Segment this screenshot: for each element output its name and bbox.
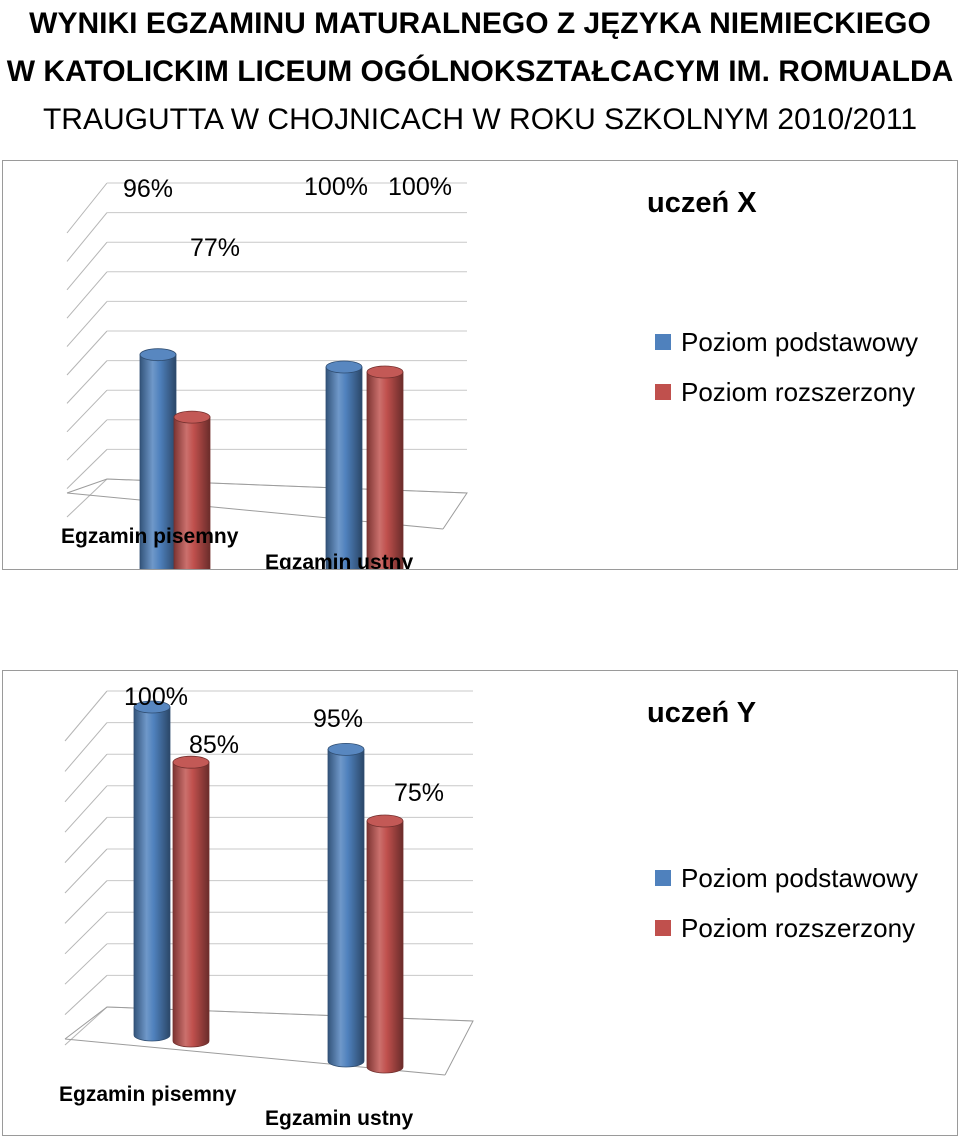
bar-extended-written [173, 410, 211, 569]
page-title-line-1: WYNIKI EGZAMINU MATURALNEGO Z JĘZYKA NIE… [29, 7, 931, 40]
bar-extended-oral [366, 814, 404, 1074]
data-label-extended-oral: 75% [394, 779, 444, 807]
data-label-basic-oral: 100% [304, 173, 368, 201]
page-title-line-2: W KATOLICKIM LICEUM OGÓLNOKSZTAŁCACYM IM… [6, 55, 954, 88]
gridline-side [66, 449, 108, 489]
chart-gridlines [66, 182, 468, 530]
chart-gridlines [64, 690, 474, 1076]
chart-floor [66, 478, 468, 530]
bar-top [366, 365, 404, 379]
category-label-oral: Egzamin ustny [265, 1107, 414, 1130]
data-label-extended-written: 85% [189, 731, 239, 759]
page-title-line-3: TRAUGUTTA W CHOJNICACH W ROKU SZKOLNYM 2… [42, 103, 918, 136]
bar-body [172, 761, 210, 1048]
legend-swatch-basic [655, 870, 671, 886]
bar-basic-written [133, 700, 171, 1042]
chart-legend: Poziom podstawowy Poziom rozszerzony [655, 317, 918, 417]
legend-label-extended: Poziom rozszerzony [681, 912, 916, 943]
bar-body [327, 749, 365, 1068]
chart-student-x: 96% 77% 100% 100% uczeń X Poziom podstawowy… [2, 160, 958, 570]
gridline-side [66, 419, 108, 461]
gridline-side [66, 360, 108, 404]
legend-swatch-extended [655, 384, 671, 400]
gridline-side [64, 911, 108, 955]
gridline-side [66, 241, 108, 291]
bar-body [325, 366, 363, 569]
gridline-side [64, 880, 108, 924]
legend-item-basic: Poziom podstawowy [655, 853, 918, 903]
legend-label-basic: Poziom podstawowy [681, 326, 918, 357]
gridline-side [66, 212, 108, 262]
bar-body [366, 820, 404, 1074]
bar-basic-oral [327, 743, 365, 1068]
data-label-basic-written: 96% [123, 175, 173, 203]
gridline-side [64, 690, 108, 742]
bar-top [173, 410, 211, 424]
gridline-side [64, 722, 108, 772]
gridline-side [64, 1006, 108, 1046]
gridline-side [66, 330, 108, 376]
gridline-side [66, 478, 108, 518]
gridline-side [64, 753, 108, 803]
bar-basic-written [139, 348, 177, 569]
gridline-side [64, 848, 108, 894]
bar-top [172, 755, 210, 769]
legend-item-basic: Poziom podstawowy [655, 317, 918, 367]
legend-swatch-basic [655, 334, 671, 350]
bar-top [366, 814, 404, 828]
bar-extended-oral [366, 365, 404, 569]
legend-swatch-extended [655, 920, 671, 936]
category-label-oral: Egzamin ustny [265, 551, 414, 570]
gridline-side [66, 271, 108, 319]
category-label-written: Egzamin pisemny [61, 525, 239, 548]
bar-body [173, 416, 211, 569]
data-label-extended-oral: 100% [388, 173, 452, 201]
bar-body [139, 354, 177, 569]
bar-body [366, 371, 404, 569]
bar-basic-oral [325, 360, 363, 569]
chart-legend: Poziom podstawowy Poziom rozszerzony [655, 853, 918, 953]
chart-student-y-plot: 100%85% 95% 75% [64, 683, 474, 1076]
chart-title: uczeń X [647, 187, 757, 219]
data-label-basic-written: 100% [124, 683, 188, 711]
chart-student-x-plot: 96% 77% 100% 100% [66, 173, 468, 569]
gridline-side [66, 301, 108, 347]
legend-item-extended: Poziom rozszerzony [655, 367, 918, 417]
bar-extended-written [172, 755, 210, 1048]
bar-body [133, 706, 171, 1042]
page-title: WYNIKI EGZAMINU MATURALNEGO Z JĘZYKA NIE… [0, 0, 960, 144]
chart-floor [64, 1006, 474, 1076]
bar-top [325, 360, 363, 374]
gridline-side [64, 785, 108, 833]
legend-label-basic: Poziom podstawowy [681, 862, 918, 893]
category-label-written: Egzamin pisemny [59, 1083, 237, 1106]
gridline-side [66, 389, 108, 433]
gridline-side [64, 817, 108, 863]
bar-top [139, 348, 177, 362]
legend-item-extended: Poziom rozszerzony [655, 903, 918, 953]
data-label-basic-oral: 95% [313, 705, 363, 733]
gridline-side [66, 182, 108, 234]
chart-student-y: 100% 85% 95% 75% uczeń Y Poziom podstawowy … [2, 670, 958, 1136]
gridline-side [64, 975, 108, 1015]
data-label-extended-written: 77% [190, 234, 240, 262]
gridline-side [64, 943, 108, 985]
legend-label-extended: Poziom rozszerzony [681, 376, 916, 407]
bar-top [133, 700, 171, 714]
bar-top [327, 743, 365, 756]
chart-title: uczeń Y [647, 697, 757, 729]
